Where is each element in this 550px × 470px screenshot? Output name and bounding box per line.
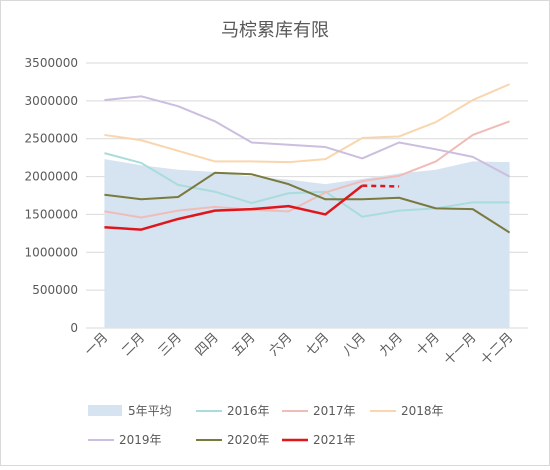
series-forecast-2021年 [362, 184, 400, 188]
series-line-2017年 [104, 120, 510, 219]
series-line-2018年 [104, 83, 510, 164]
legend-label: 2017年 [313, 404, 356, 418]
y-tick-label: 1500000 [25, 207, 78, 221]
y-tick-label: 2500000 [25, 132, 78, 146]
chart-title: 马棕累库有限 [221, 20, 329, 41]
legend-label: 2021年 [313, 433, 356, 447]
y-tick-label: 0 [70, 321, 78, 335]
legend-label: 2016年 [227, 404, 270, 418]
y-tick-label: 2000000 [25, 170, 78, 184]
legend-item: 2018年 [370, 404, 444, 418]
y-tick-label: 1000000 [25, 245, 78, 259]
legend-item: 2017年 [282, 404, 356, 418]
series-area-5yr-avg [104, 159, 510, 328]
legend-item: 2021年 [282, 433, 356, 447]
series-line-2020年 [104, 171, 511, 234]
y-tick-label: 500000 [32, 283, 78, 297]
line-layer [104, 83, 511, 234]
legend-label: 2019年 [119, 433, 162, 447]
series-line-2021年 [104, 184, 364, 231]
series-line-2019年 [104, 95, 511, 178]
legend-item: 2019年 [88, 433, 162, 447]
legend: 5年平均 2016年 2017年 2018年 2019年 2020年 2021年 [88, 404, 444, 447]
legend-swatch [88, 405, 122, 416]
legend-label: 2020年 [227, 433, 270, 447]
legend-label: 5年平均 [128, 404, 172, 418]
legend-item: 5年平均 [88, 404, 172, 418]
y-axis-ticks: 0 500000 1000000 1500000 2000000 2500000 30000… [25, 56, 78, 335]
legend-item: 2020年 [196, 433, 270, 447]
y-tick-label: 3000000 [25, 94, 78, 108]
legend-item: 2016年 [196, 404, 270, 418]
legend-label: 2018年 [401, 404, 444, 418]
area-layer [104, 159, 510, 328]
y-tick-label: 3500000 [25, 56, 78, 70]
